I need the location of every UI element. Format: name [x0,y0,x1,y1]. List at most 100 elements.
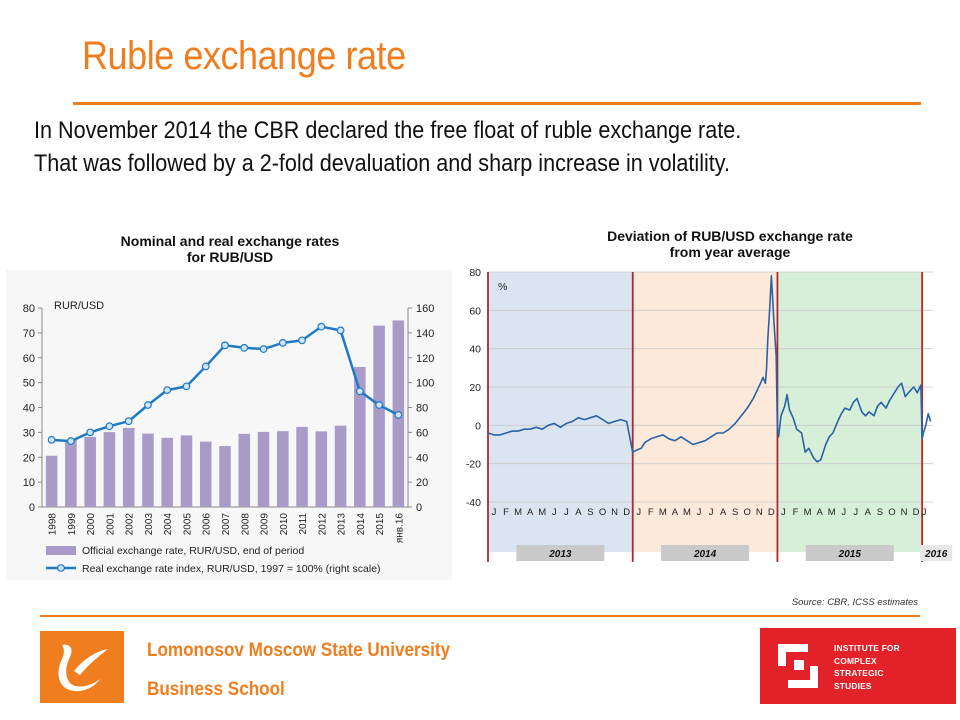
icss-mark-icon [778,644,818,688]
month-label: M [538,507,546,518]
slide-title: Ruble exchange rate [82,34,406,78]
month-label: D [623,507,630,518]
right-y-tick-label: 40 [416,452,428,464]
footer-rule [40,615,920,617]
month-label: J [564,507,569,518]
line-real-rate-point [182,382,191,391]
line-real-rate-point [240,343,249,352]
bar-official-rate [45,455,58,507]
line-real-rate-point [124,417,133,426]
right-y-tick-label: 0 [416,502,422,514]
line-real-rate-point [201,362,210,371]
right-y-tick-label: 160 [416,303,434,315]
right-chart-title-line-2: from year average [669,244,791,260]
year-label: 2014 [693,549,717,560]
right-y-tick-label: 100 [416,378,434,390]
year-band [777,272,923,552]
month-label: A [527,507,534,518]
year-label: 2013 [548,549,572,560]
right-y-tick-label: 60 [416,427,428,439]
y-tick-label: -20 [466,459,481,471]
month-label: J [841,507,846,518]
month-label: J [709,507,714,518]
left-y-tick-label: 0 [29,502,35,514]
left-y-tick-label: 10 [23,477,35,489]
year-label-box [516,545,605,561]
month-label: A [672,507,679,518]
month-label: J [636,507,641,518]
left-chart: 0 10 20 30 40 50 60 70 80 0 20 40 60 80 100 120 140 160 RU… [6,270,452,580]
left-y-tick-label: 50 [23,378,35,390]
year-label: 2016 [924,549,948,560]
university-name: Lomonosov Moscow State University [147,640,451,661]
bar-official-rate [373,325,385,507]
month-label: A [865,507,872,518]
month-label: S [732,507,738,518]
legend-swatch-official-rate [46,546,76,555]
msu-logo [40,631,124,703]
line-real-rate-point [47,435,56,444]
y-tick-label: 0 [475,420,481,432]
bar-official-rate [315,431,328,507]
year-label-box [805,545,894,561]
month-label: J [552,507,557,518]
x-category-label: 1999 [67,513,78,536]
right-chart-title: Deviation of RUB/USD exchange rate from … [540,228,920,260]
x-category-label: 2007 [221,513,232,536]
year-band [922,272,933,552]
line-real-rate-point [394,411,403,419]
x-category-label: 2006 [202,513,213,536]
icss-logo: INSTITUTE FOR COMPLEX STRATEGIC STUDIES [760,628,956,704]
month-label: S [877,507,883,518]
month-label: D [913,507,920,518]
month-label: N [611,507,618,518]
legend-marker-real-rate [57,564,65,572]
left-y-tick-label: 80 [23,303,35,315]
school-name: Business School [147,679,285,700]
bar-official-rate [84,436,96,507]
line-real-rate-point [355,387,364,396]
month-label: A [720,507,727,518]
right-chart-title-line-1: Deviation of RUB/USD exchange rate [607,228,853,244]
left-y-tick-label: 60 [23,353,35,365]
month-label: M [804,507,812,518]
right-y-tick-label: 140 [416,328,434,340]
month-label: S [587,507,593,518]
month-label: F [793,507,799,518]
month-label: M [683,507,691,518]
year-band [488,272,633,552]
right-y-tick-label: 80 [416,403,428,415]
line-real-rate-point [298,336,306,345]
month-label: D [768,507,775,518]
month-label: M [514,507,522,518]
intro-line-1: In November 2014 the CBR declared the fr… [34,117,742,144]
month-label: A [575,507,582,518]
line-real-rate-point [278,338,287,347]
line-real-rate-point [317,322,326,331]
left-chart-title-line-2: for RUB/USD [186,249,274,265]
bar-official-rate [238,433,251,507]
left-y-tick-label: 20 [23,452,35,464]
msu-logo-mark-icon [58,644,108,692]
bar-official-rate [277,431,289,507]
month-label: O [744,507,751,518]
right-y-tick-label: 120 [416,353,434,365]
year-band [632,272,778,552]
month-label: J [697,507,702,518]
x-category-label: 2003 [144,513,155,536]
y-unit-label: % [498,281,507,293]
bar-official-rate [103,432,116,507]
line-real-rate-point [375,401,384,409]
title-underline [73,102,921,105]
deviation-line [487,275,932,463]
source-note: Source: CBR, ICSS estimates [791,597,918,608]
x-category-label: 2008 [240,513,251,536]
legend-label-official-rate: Official exchange rate, RUR/USD, end of … [82,545,304,557]
bar-official-rate [65,439,77,507]
y-tick-label: -40 [466,497,481,509]
year-label-box [920,545,953,561]
icss-name: INSTITUTE FOR COMPLEX STRATEGIC STUDIES [834,643,900,691]
x-category-label: 2012 [317,513,328,536]
month-label: O [599,507,606,518]
